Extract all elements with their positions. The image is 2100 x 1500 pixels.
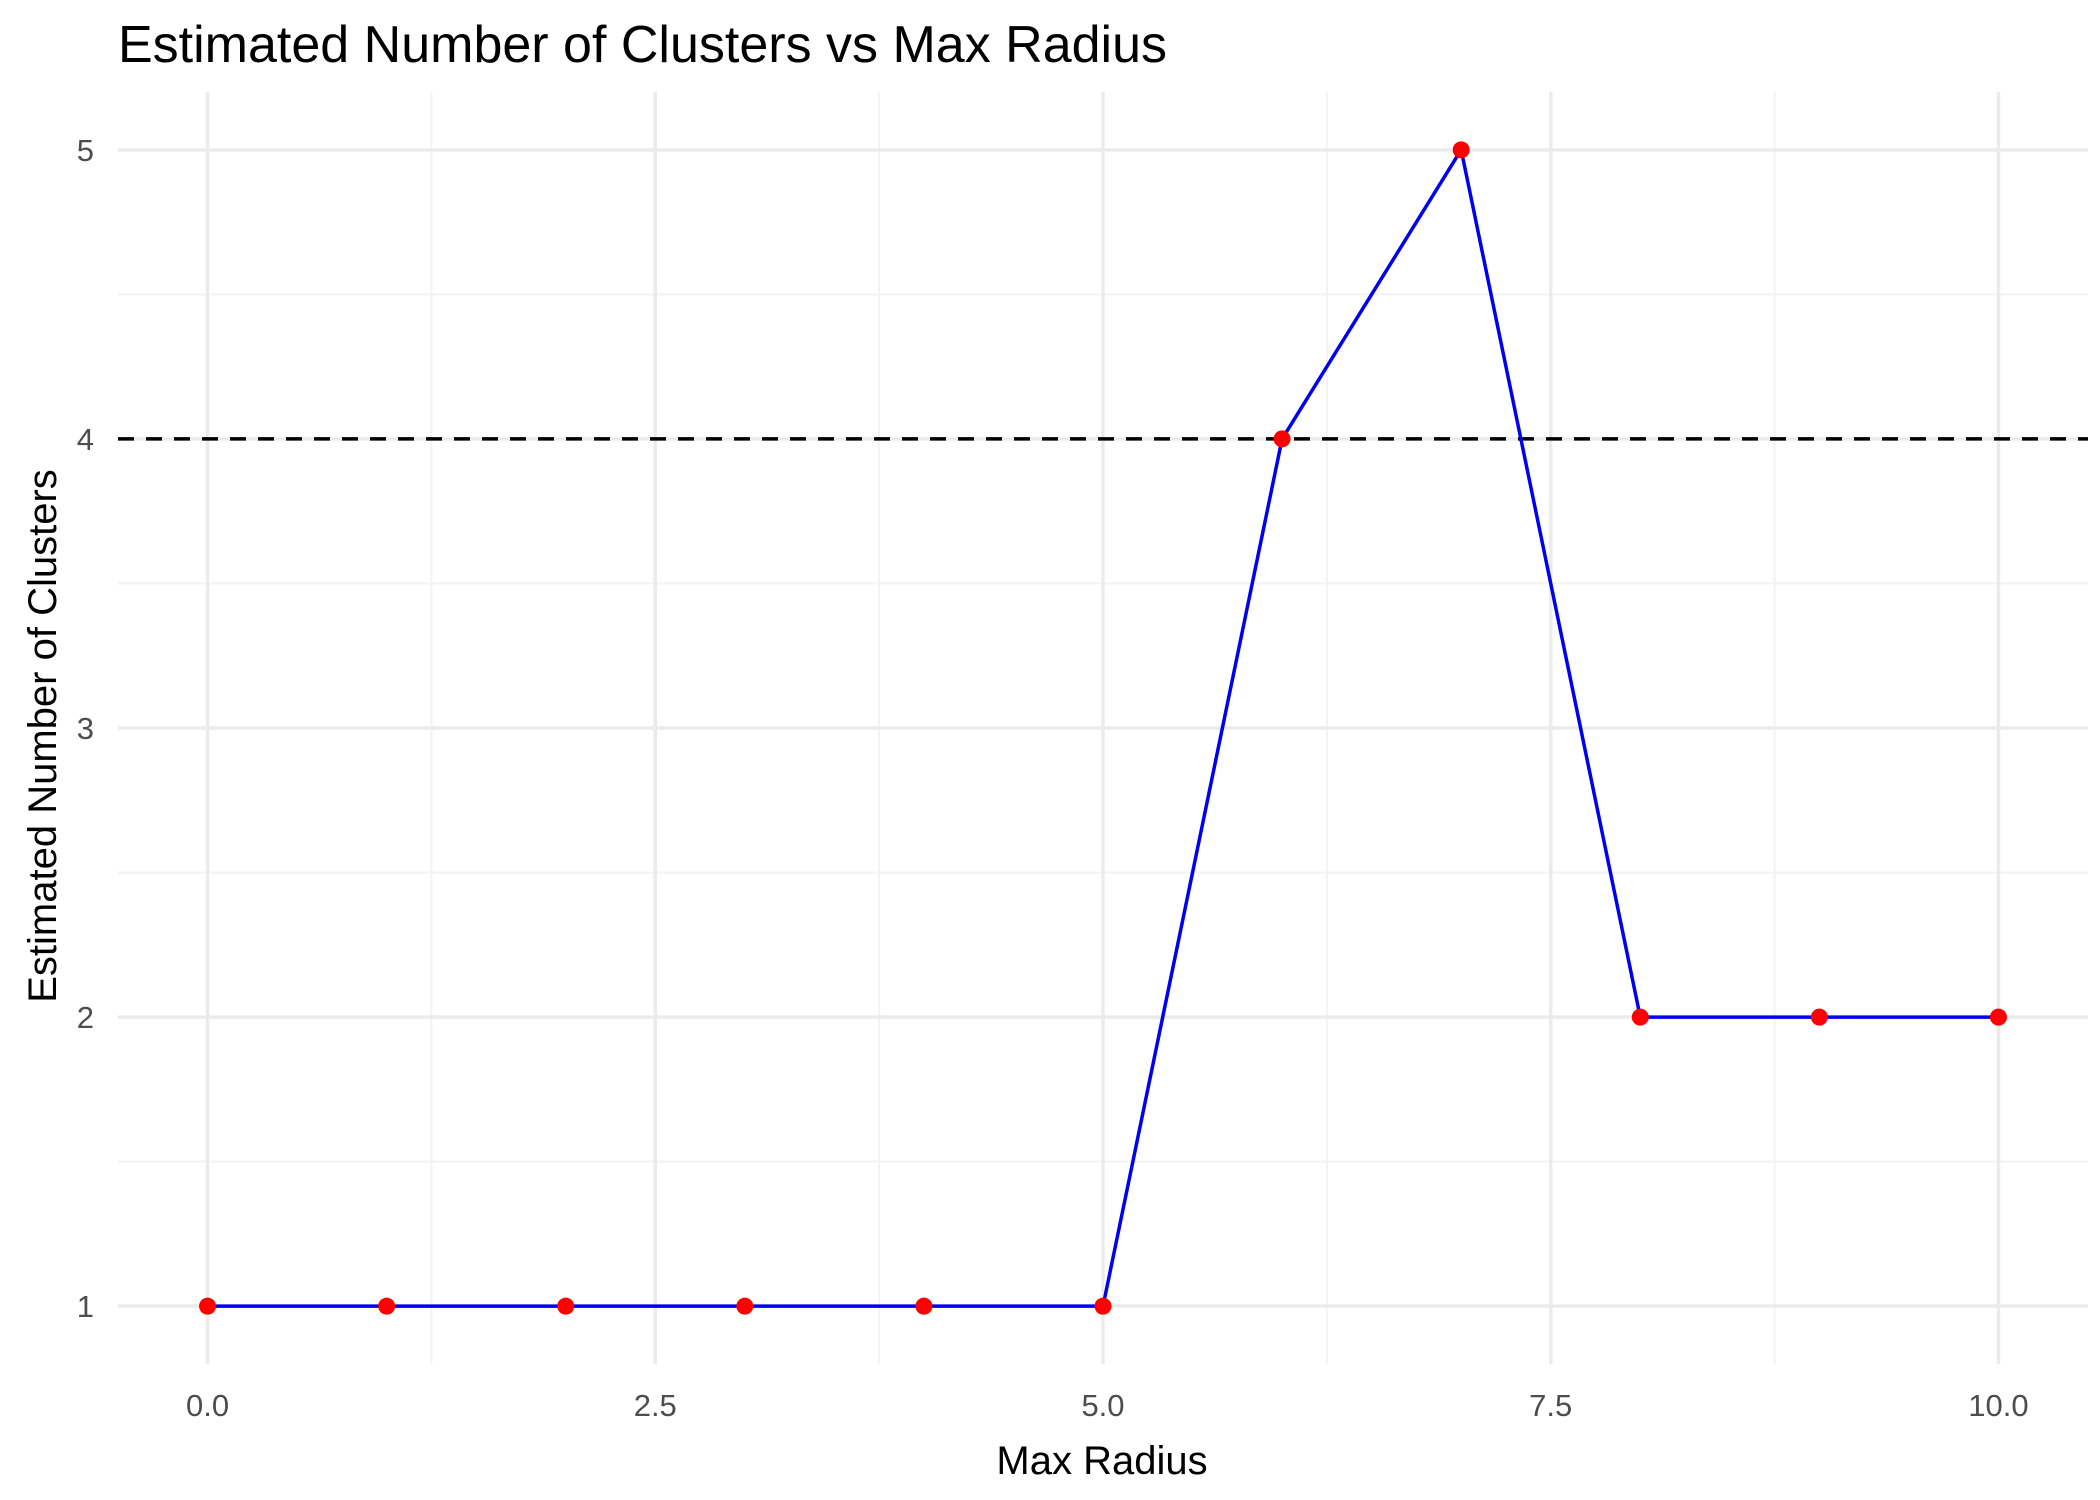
y-axis-title: Estimated Number of Clusters xyxy=(21,469,65,1003)
y-tick-label: 4 xyxy=(77,422,94,457)
grid xyxy=(118,92,2088,1364)
x-tick-label: 7.5 xyxy=(1529,1388,1572,1423)
data-point xyxy=(1094,1297,1112,1315)
chart-title: Estimated Number of Clusters vs Max Radi… xyxy=(118,16,1167,74)
data-point xyxy=(557,1297,575,1315)
x-axis-title: Max Radius xyxy=(996,1439,1207,1483)
y-tick-label: 5 xyxy=(77,133,94,168)
data-point xyxy=(199,1297,217,1315)
x-tick-label: 10.0 xyxy=(1968,1388,2028,1423)
data-point xyxy=(1631,1008,1649,1026)
y-tick-labels: 1 2 3 4 5 xyxy=(77,133,94,1324)
data-point xyxy=(1989,1008,2007,1026)
x-tick-labels: 0.0 2.5 5.0 7.5 10.0 xyxy=(186,1388,2029,1423)
y-tick-label: 2 xyxy=(77,1000,94,1035)
y-tick-label: 3 xyxy=(77,711,94,746)
data-point xyxy=(378,1297,396,1315)
series-group xyxy=(199,141,2007,1315)
x-tick-label: 2.5 xyxy=(634,1388,677,1423)
data-point xyxy=(1452,141,1470,159)
y-tick-label: 1 xyxy=(77,1289,94,1324)
x-tick-label: 5.0 xyxy=(1081,1388,1124,1423)
data-point xyxy=(1810,1008,1828,1026)
data-point xyxy=(1273,430,1291,448)
data-point xyxy=(915,1297,933,1315)
data-point xyxy=(736,1297,754,1315)
x-tick-label: 0.0 xyxy=(186,1388,229,1423)
